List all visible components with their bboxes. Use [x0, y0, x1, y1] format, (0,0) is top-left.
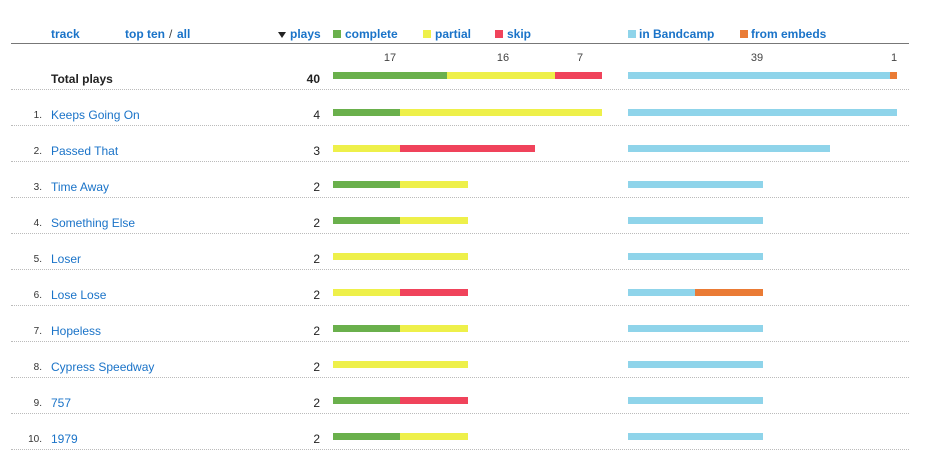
track-bandcamp-bar	[628, 253, 763, 260]
track-title-link[interactable]: 1979	[51, 432, 78, 446]
track-plays-value: 2	[313, 324, 320, 338]
filter-separator: /	[169, 27, 173, 41]
row-divider	[11, 269, 909, 270]
track-complete-bar	[333, 397, 401, 404]
track-partial-bar	[400, 433, 468, 440]
top-ten-link[interactable]: top ten	[125, 27, 165, 41]
track-bandcamp-bar	[628, 397, 763, 404]
track-rank: 1.	[33, 110, 42, 121]
track-bandcamp-bar	[628, 361, 763, 368]
total-bandcamp-tick: 39	[750, 52, 764, 64]
total-bandcamp-bar	[628, 72, 891, 79]
track-plays-value: 2	[313, 252, 320, 266]
track-bandcamp-bar	[628, 109, 898, 116]
track-title-link[interactable]: Passed That	[51, 144, 119, 158]
total-plays-value: 40	[306, 72, 320, 86]
total-complete-bar	[333, 72, 448, 79]
track-bandcamp-bar	[628, 433, 763, 440]
track-bandcamp-bar	[628, 289, 696, 296]
track-partial-bar	[333, 289, 401, 296]
skip-swatch	[495, 30, 503, 38]
track-plays-value: 3	[313, 144, 320, 158]
legend-in-bandcamp[interactable]: in Bandcamp	[639, 27, 715, 41]
track-plays-value: 4	[313, 108, 320, 122]
total-embeds-bar	[890, 72, 897, 79]
total-complete-tick: 17	[383, 52, 397, 64]
legend-partial[interactable]: partial	[435, 27, 472, 41]
track-complete-bar	[333, 433, 401, 440]
total-plays-label: Total plays	[51, 72, 113, 86]
row-divider	[11, 341, 909, 342]
row-divider	[11, 449, 909, 450]
track-title-link[interactable]: 757	[51, 396, 72, 410]
track-rank: 2.	[33, 146, 42, 157]
embeds-swatch	[740, 30, 748, 38]
track-rank: 9.	[33, 398, 42, 409]
track-plays-value: 2	[313, 180, 320, 194]
sort-desc-icon	[278, 32, 286, 38]
track-bandcamp-bar	[628, 325, 763, 332]
track-partial-bar	[333, 145, 401, 152]
track-partial-bar	[400, 181, 468, 188]
track-rank: 4.	[33, 218, 42, 229]
row-divider	[11, 377, 909, 378]
track-partial-bar	[400, 217, 468, 224]
track-rank: 8.	[33, 362, 42, 373]
track-plays-value: 2	[313, 360, 320, 374]
track-title-link[interactable]: Keeps Going On	[51, 108, 140, 122]
total-skip-tick: 7	[576, 52, 584, 64]
track-rank: 5.	[33, 254, 42, 265]
row-divider	[11, 413, 909, 414]
row-divider	[11, 197, 909, 198]
track-plays-value: 2	[313, 216, 320, 230]
track-title-link[interactable]: Lose Lose	[51, 288, 107, 302]
track-plays-value: 2	[313, 432, 320, 446]
legend-from-embeds[interactable]: from embeds	[751, 27, 827, 41]
legend-complete[interactable]: complete	[345, 27, 398, 41]
track-skip-bar	[400, 397, 468, 404]
track-bandcamp-bar	[628, 181, 763, 188]
legend-skip[interactable]: skip	[507, 27, 532, 41]
track-partial-bar	[400, 109, 603, 116]
track-title-link[interactable]: Hopeless	[51, 324, 102, 338]
row-divider	[11, 161, 909, 162]
total-skip-bar	[554, 72, 602, 79]
track-partial-bar	[400, 325, 468, 332]
track-embeds-bar	[695, 289, 763, 296]
track-complete-bar	[333, 181, 401, 188]
header-divider	[11, 43, 909, 44]
row-divider	[11, 125, 909, 126]
total-partial-bar	[447, 72, 555, 79]
track-title-link[interactable]: Something Else	[51, 216, 136, 230]
row-divider	[11, 233, 909, 234]
track-rank: 7.	[33, 326, 42, 337]
track-rank: 10.	[28, 434, 42, 445]
track-plays-value: 2	[313, 288, 320, 302]
all-link[interactable]: all	[177, 27, 191, 41]
row-divider	[11, 305, 909, 306]
track-complete-bar	[333, 109, 401, 116]
bandcamp-swatch	[628, 30, 636, 38]
track-bandcamp-bar	[628, 217, 763, 224]
total-partial-tick: 16	[496, 52, 510, 64]
plays-column-header[interactable]: plays	[290, 27, 321, 41]
track-complete-bar	[333, 325, 401, 332]
track-title-link[interactable]: Cypress Speedway	[51, 360, 155, 374]
total-embeds-tick: 1	[890, 52, 898, 64]
track-title-link[interactable]: Loser	[51, 252, 82, 266]
partial-swatch	[423, 30, 431, 38]
track-complete-bar	[333, 217, 401, 224]
track-partial-bar	[333, 361, 468, 368]
track-skip-bar	[400, 145, 535, 152]
complete-swatch	[333, 30, 341, 38]
track-bandcamp-bar	[628, 145, 830, 152]
track-rank: 6.	[33, 290, 42, 301]
row-divider	[11, 89, 909, 90]
track-rank: 3.	[33, 182, 42, 193]
track-plays-value: 2	[313, 396, 320, 410]
track-column-header[interactable]: track	[51, 27, 80, 41]
track-partial-bar	[333, 253, 468, 260]
track-title-link[interactable]: Time Away	[51, 180, 110, 194]
track-skip-bar	[400, 289, 468, 296]
